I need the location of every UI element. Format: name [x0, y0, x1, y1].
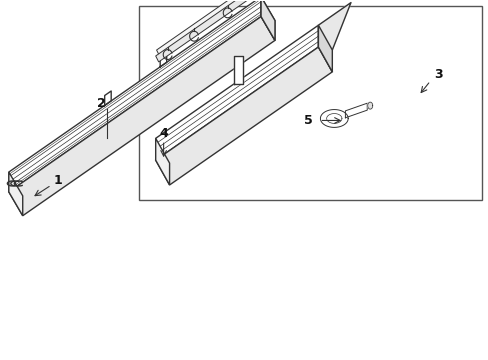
Bar — [139, 6, 481, 200]
Polygon shape — [9, 17, 274, 216]
Polygon shape — [155, 47, 332, 185]
Polygon shape — [318, 25, 332, 72]
Polygon shape — [9, 0, 261, 192]
Polygon shape — [155, 0, 398, 62]
Text: 4: 4 — [159, 127, 168, 140]
Polygon shape — [156, 0, 399, 56]
Polygon shape — [320, 109, 347, 127]
Polygon shape — [155, 138, 169, 185]
Polygon shape — [9, 172, 22, 216]
Polygon shape — [261, 0, 274, 40]
Text: 5: 5 — [304, 114, 312, 127]
Text: 3: 3 — [433, 68, 442, 81]
Polygon shape — [261, 0, 274, 40]
Polygon shape — [318, 3, 350, 50]
Text: 1: 1 — [53, 175, 61, 188]
Text: 2: 2 — [97, 97, 105, 110]
Polygon shape — [367, 102, 372, 109]
Polygon shape — [155, 25, 318, 160]
Polygon shape — [233, 56, 242, 84]
Polygon shape — [345, 103, 366, 118]
Polygon shape — [318, 25, 332, 72]
